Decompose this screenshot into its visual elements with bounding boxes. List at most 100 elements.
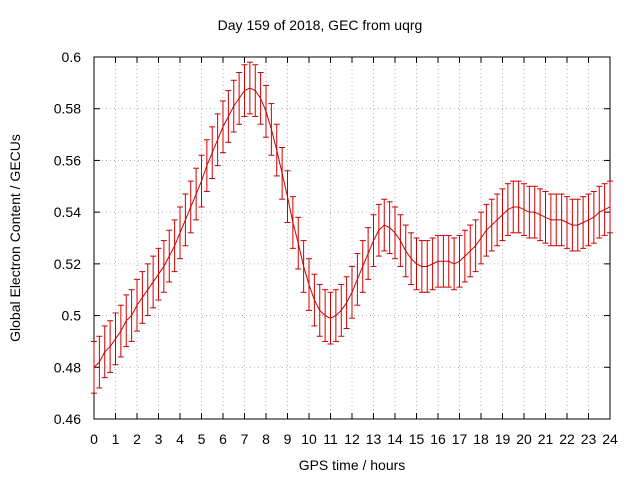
x-tick-label: 17: [452, 431, 468, 447]
error-bar: [413, 237, 420, 291]
x-tick-label: 22: [559, 431, 575, 447]
error-bar: [585, 193, 592, 247]
error-bar: [306, 258, 312, 311]
error-bar: [295, 216, 302, 270]
error-bar: [504, 183, 511, 236]
x-tick-label: 2: [133, 431, 141, 447]
error-bar: [134, 278, 140, 332]
error-bar: [139, 271, 146, 324]
y-axis-label: Global Electron Content / GECUs: [7, 134, 23, 342]
error-bar: [547, 193, 554, 247]
y-tick-label: 0.54: [54, 204, 81, 220]
error-bar: [381, 198, 388, 252]
x-axis-label: GPS time / hours: [298, 457, 406, 473]
error-bar: [408, 232, 415, 286]
error-bar: [107, 320, 114, 373]
error-bar: [365, 227, 372, 280]
error-bar: [166, 229, 173, 283]
error-bar: [451, 237, 458, 291]
error-bar: [150, 255, 157, 309]
x-tick-label: 23: [581, 431, 597, 447]
x-tick-label: 3: [155, 431, 163, 447]
error-bar: [392, 206, 398, 260]
error-bar: [445, 234, 452, 288]
error-bar: [327, 291, 334, 345]
x-tick-label: 11: [323, 431, 338, 447]
error-bar: [494, 193, 501, 247]
error-bar: [214, 113, 221, 167]
x-tick-label: 10: [301, 431, 317, 447]
error-bar: [187, 180, 194, 234]
error-bar: [279, 147, 286, 200]
x-tick-label: 4: [176, 431, 184, 447]
error-bar: [564, 196, 570, 249]
x-tick-label: 24: [602, 431, 618, 447]
y-tick-label: 0.52: [54, 256, 81, 272]
error-bar: [558, 193, 565, 247]
x-tick-label: 6: [219, 431, 227, 447]
y-tick-label: 0.46: [54, 411, 81, 427]
error-bar: [284, 170, 291, 223]
error-bar: [553, 193, 560, 247]
error-bar: [311, 273, 318, 327]
x-tick-label: 12: [344, 431, 360, 447]
chart-title: Day 159 of 2018, GEC from uqrg: [217, 17, 423, 33]
error-bar: [257, 72, 264, 125]
error-bar: [241, 64, 248, 117]
error-bar: [182, 193, 189, 247]
error-bar: [177, 206, 183, 260]
error-bar: [526, 185, 533, 239]
error-bar: [198, 154, 205, 208]
error-bar: [590, 190, 597, 244]
error-bar: [542, 190, 549, 244]
x-tick-label: 9: [284, 431, 292, 447]
error-bar: [96, 335, 103, 389]
error-bar: [569, 198, 576, 252]
x-tick-label: 8: [262, 431, 270, 447]
y-tick-label: 0.6: [62, 49, 82, 65]
x-tick-label: 16: [430, 431, 446, 447]
error-bar: [230, 79, 237, 133]
x-tick-label: 20: [516, 431, 532, 447]
error-bar: [440, 234, 447, 288]
gec-series: [91, 61, 613, 394]
x-tick-label: 14: [387, 431, 403, 447]
error-bar: [521, 183, 527, 236]
error-bar: [263, 84, 269, 138]
x-tick-label: 19: [495, 431, 511, 447]
error-bar: [268, 103, 275, 156]
error-bar: [252, 64, 259, 117]
error-bar: [128, 289, 135, 342]
error-bar: [225, 90, 232, 143]
error-bar: [461, 229, 468, 283]
error-bar: [289, 196, 296, 249]
error-bar: [316, 284, 323, 337]
y-tick-label: 0.58: [54, 101, 81, 117]
error-bar: [435, 234, 441, 288]
error-bar: [123, 294, 130, 348]
error-bar: [171, 219, 178, 273]
error-bar: [375, 203, 382, 257]
error-bar: [203, 139, 210, 192]
error-bar: [322, 289, 329, 342]
axis-ticks: 0 1 2 3 4 5 6 7 8 9 10 11 12 13 14 15 16 17 18 19 20 21 22 23 24…: [54, 49, 618, 447]
error-bar: [300, 240, 307, 293]
error-bar: [370, 214, 377, 267]
error-bar: [349, 265, 355, 319]
error-bar: [155, 247, 162, 301]
x-tick-label: 18: [473, 431, 489, 447]
error-bar: [537, 188, 544, 242]
y-tick-label: 0.5: [62, 308, 82, 324]
error-bar: [499, 188, 506, 242]
error-bar: [117, 304, 124, 358]
error-bar: [354, 253, 361, 306]
error-bar: [488, 198, 495, 252]
error-bar: [359, 240, 366, 293]
x-tick-label: 0: [90, 431, 98, 447]
error-bar: [338, 284, 345, 337]
error-bar: [209, 126, 216, 180]
error-bar: [467, 224, 474, 278]
x-tick-label: 21: [538, 431, 554, 447]
error-bar: [478, 211, 484, 265]
